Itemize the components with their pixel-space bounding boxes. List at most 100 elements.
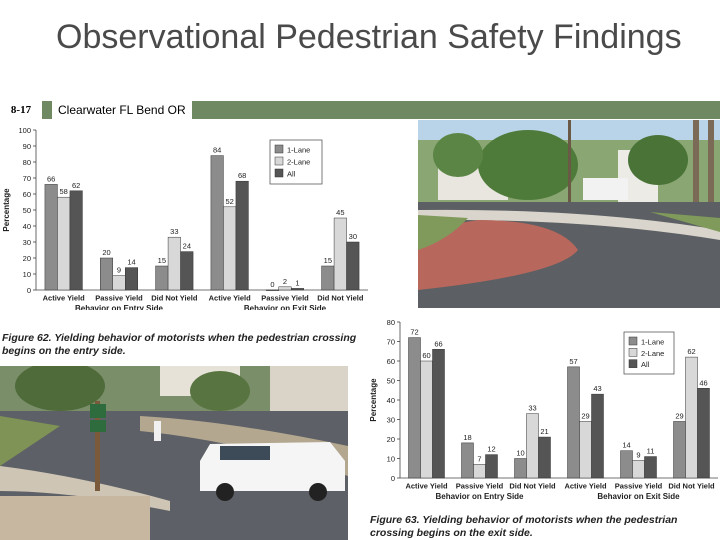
legend-swatch <box>628 348 638 357</box>
bar-2-lane <box>278 286 292 291</box>
bar-value-label: 2 <box>283 277 287 286</box>
bar-value-label: 11 <box>647 447 655 456</box>
bar-2-lane <box>112 275 126 291</box>
bar-value-label: 84 <box>213 146 221 155</box>
bar-value-label: 9 <box>636 450 640 459</box>
y-tick-label: 40 <box>23 222 31 231</box>
bar-value-label: 33 <box>170 227 178 236</box>
legend-swatch <box>274 144 284 154</box>
bar-all <box>538 436 551 479</box>
bar-1-lane <box>673 421 686 479</box>
bar-all <box>69 190 83 291</box>
category-label: Passive Yield <box>456 482 504 491</box>
bar-2-lane <box>223 206 237 291</box>
figure-62-svg: 0102030405060708090100Percentage665862Ac… <box>2 126 368 313</box>
group-label: Behavior on Exit Side <box>244 304 327 310</box>
category-label: Did Not Yield <box>509 482 556 491</box>
bar-1-lane <box>461 442 474 479</box>
bar-2-lane <box>632 460 645 479</box>
y-tick-label: 30 <box>23 238 31 247</box>
y-tick-label: 60 <box>387 357 395 366</box>
bar-value-label: 66 <box>47 174 55 183</box>
bar-all <box>291 288 304 291</box>
y-axis-label: Percentage <box>2 188 11 232</box>
bar-value-label: 10 <box>516 449 524 458</box>
bar-all <box>644 456 657 479</box>
y-tick-label: 60 <box>23 190 31 199</box>
bar-1-lane <box>100 257 113 291</box>
y-tick-label: 80 <box>387 318 395 327</box>
bar-1-lane <box>155 265 169 291</box>
y-tick-label: 10 <box>387 455 395 464</box>
category-label: Active Yield <box>564 482 607 491</box>
slide-title: Observational Pedestrian Safety Findings <box>56 18 682 56</box>
bar-value-label: 33 <box>528 404 536 413</box>
bar-1-lane <box>567 366 580 479</box>
legend-swatch <box>628 336 638 346</box>
bar-2-lane <box>420 360 433 479</box>
bar-value-label: 15 <box>158 256 166 265</box>
figure-63-chart: 0 10 20 30 40 50 60 70 80 Percentage 72 60 66 Active … <box>366 312 720 512</box>
bar-value-label: 29 <box>581 411 589 420</box>
group-label: Behavior on Entry Side <box>75 304 164 310</box>
y-tick-label: 70 <box>387 338 395 347</box>
locations-label: Clearwater FL Bend OR <box>52 101 192 119</box>
bar-all <box>180 251 194 291</box>
bar-value-label: 52 <box>225 197 233 206</box>
bar-1-lane <box>408 337 421 479</box>
legend-label: 1-Lane <box>287 146 310 155</box>
y-axis-label: Percentage <box>369 378 378 422</box>
y-tick-label: 70 <box>23 174 31 183</box>
bend-roundabout-photo <box>0 366 348 540</box>
legend-swatch <box>274 168 284 178</box>
roundabout-photo-drawing <box>418 120 720 308</box>
bar-value-label: 7 <box>477 454 481 463</box>
bar-value-label: 46 <box>699 378 707 387</box>
bar-value-label: 24 <box>183 242 191 251</box>
bar-value-label: 14 <box>127 258 135 267</box>
bar-value-label: 43 <box>593 384 601 393</box>
category-label: Active Yield <box>43 294 86 303</box>
y-tick-label: 100 <box>18 126 31 135</box>
bar-value-label: 1 <box>295 278 299 287</box>
bar-2-lane <box>57 196 71 291</box>
bar-value-label: 62 <box>72 181 80 190</box>
bar-1-lane <box>514 458 527 479</box>
category-label: Did Not Yield <box>151 294 198 303</box>
y-tick-label: 40 <box>387 396 395 405</box>
y-tick-label: 0 <box>27 286 31 295</box>
category-label: Passive Yield <box>261 294 309 303</box>
legend-label: 1-Lane <box>641 338 664 347</box>
y-tick-label: 50 <box>387 377 395 386</box>
legend-label: All <box>287 170 296 179</box>
bar-all <box>697 388 710 479</box>
category-label: Active Yield <box>405 482 448 491</box>
y-tick-label: 90 <box>23 142 31 151</box>
group-label: Behavior on Exit Side <box>597 492 680 501</box>
bar-value-label: 57 <box>569 357 577 366</box>
legend-label: 2-Lane <box>641 349 664 358</box>
bar-value-label: 20 <box>102 248 110 257</box>
figure-63-caption: Figure 63. Yielding behavior of motorist… <box>370 514 678 539</box>
y-tick-label: 20 <box>387 435 395 444</box>
figure-63-svg: 0 10 20 30 40 50 60 70 80 Percentage 72 60 66 Active … <box>369 318 718 501</box>
category-label: Did Not Yield <box>668 482 715 491</box>
bar-value-label: 68 <box>238 171 246 180</box>
y-tick-label: 30 <box>387 416 395 425</box>
category-label: Active Yield <box>209 294 252 303</box>
bar-2-lane <box>333 217 347 291</box>
bend-photo-drawing <box>0 366 348 540</box>
bar-2-lane <box>473 464 486 479</box>
bar-all <box>346 241 360 291</box>
y-tick-label: 0 <box>391 474 395 483</box>
bar-value-label: 66 <box>434 339 442 348</box>
bar-value-label: 60 <box>422 351 430 360</box>
bar-2-lane <box>579 421 592 479</box>
bar-value-label: 14 <box>622 441 630 450</box>
bar-value-label: 45 <box>336 208 344 217</box>
group-label: Behavior on Entry Side <box>435 492 524 501</box>
bar-value-label: 58 <box>59 187 67 196</box>
roundabout-photo <box>418 120 720 308</box>
figure-62-caption: Figure 62. Yielding behavior of motorist… <box>2 332 357 357</box>
bar-value-label: 21 <box>540 427 548 436</box>
